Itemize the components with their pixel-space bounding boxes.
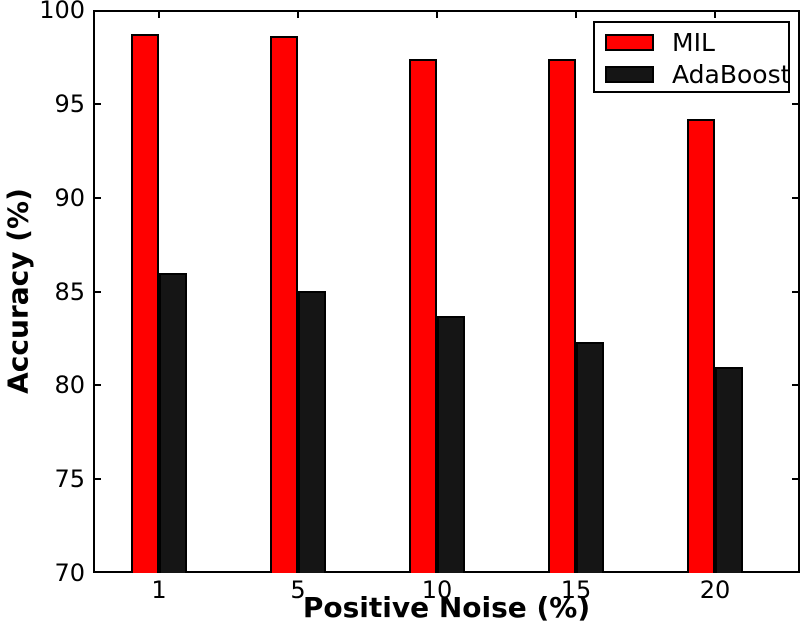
x-tick-top: [297, 10, 299, 18]
legend-label: MIL: [672, 27, 715, 57]
y-tick-label: 90: [54, 184, 85, 212]
y-axis-label: Accuracy (%): [1, 188, 35, 394]
legend-item-mil: MIL: [605, 26, 788, 58]
plot-content: [93, 10, 800, 573]
x-tick-label: 20: [699, 576, 731, 604]
y-tick-label: 95: [54, 90, 85, 118]
x-tick-label: 10: [421, 576, 453, 604]
x-tick-top: [436, 10, 438, 18]
y-tick-right: [792, 571, 800, 573]
y-tick-left: [93, 384, 101, 386]
y-tick-left: [93, 478, 101, 480]
bar-mil: [270, 36, 298, 573]
y-tick-right: [792, 10, 800, 12]
x-axis-label: Positive Noise (%): [302, 591, 591, 624]
bar-mil: [687, 119, 715, 573]
y-tick-right: [792, 291, 800, 293]
bar-mil: [548, 59, 576, 573]
y-tick-left: [93, 103, 101, 105]
x-tick-top: [714, 10, 716, 18]
bar-mil: [131, 34, 159, 573]
x-tick-label: 15: [560, 576, 592, 604]
x-tick-label: 5: [290, 576, 306, 604]
y-tick-left: [93, 197, 101, 199]
y-tick-label: 100: [39, 0, 85, 24]
bar-adaboost: [159, 273, 187, 573]
bar-adaboost: [715, 367, 743, 573]
legend-swatch-mil: [605, 33, 654, 51]
y-tick-right: [792, 103, 800, 105]
legend-item-adaboost: AdaBoost: [605, 58, 791, 90]
y-tick-label: 85: [54, 278, 85, 306]
y-tick-right: [792, 478, 800, 480]
legend-label: AdaBoost: [672, 59, 791, 89]
bar-adaboost: [298, 291, 326, 573]
y-tick-left: [93, 571, 101, 573]
y-tick-label: 80: [54, 371, 85, 399]
bar-adaboost: [437, 316, 465, 573]
bar-mil: [409, 59, 437, 573]
bar-adaboost: [576, 342, 604, 573]
x-tick-label: 1: [151, 576, 167, 604]
legend: MIL AdaBoost: [593, 21, 790, 93]
legend-swatch-adaboost: [605, 65, 654, 83]
y-tick-label: 70: [54, 559, 85, 587]
y-tick-right: [792, 197, 800, 199]
y-tick-left: [93, 291, 101, 293]
y-tick-label: 75: [54, 465, 85, 493]
x-tick-top: [158, 10, 160, 18]
y-tick-left: [93, 10, 101, 12]
y-tick-right: [792, 384, 800, 386]
x-tick-top: [575, 10, 577, 18]
